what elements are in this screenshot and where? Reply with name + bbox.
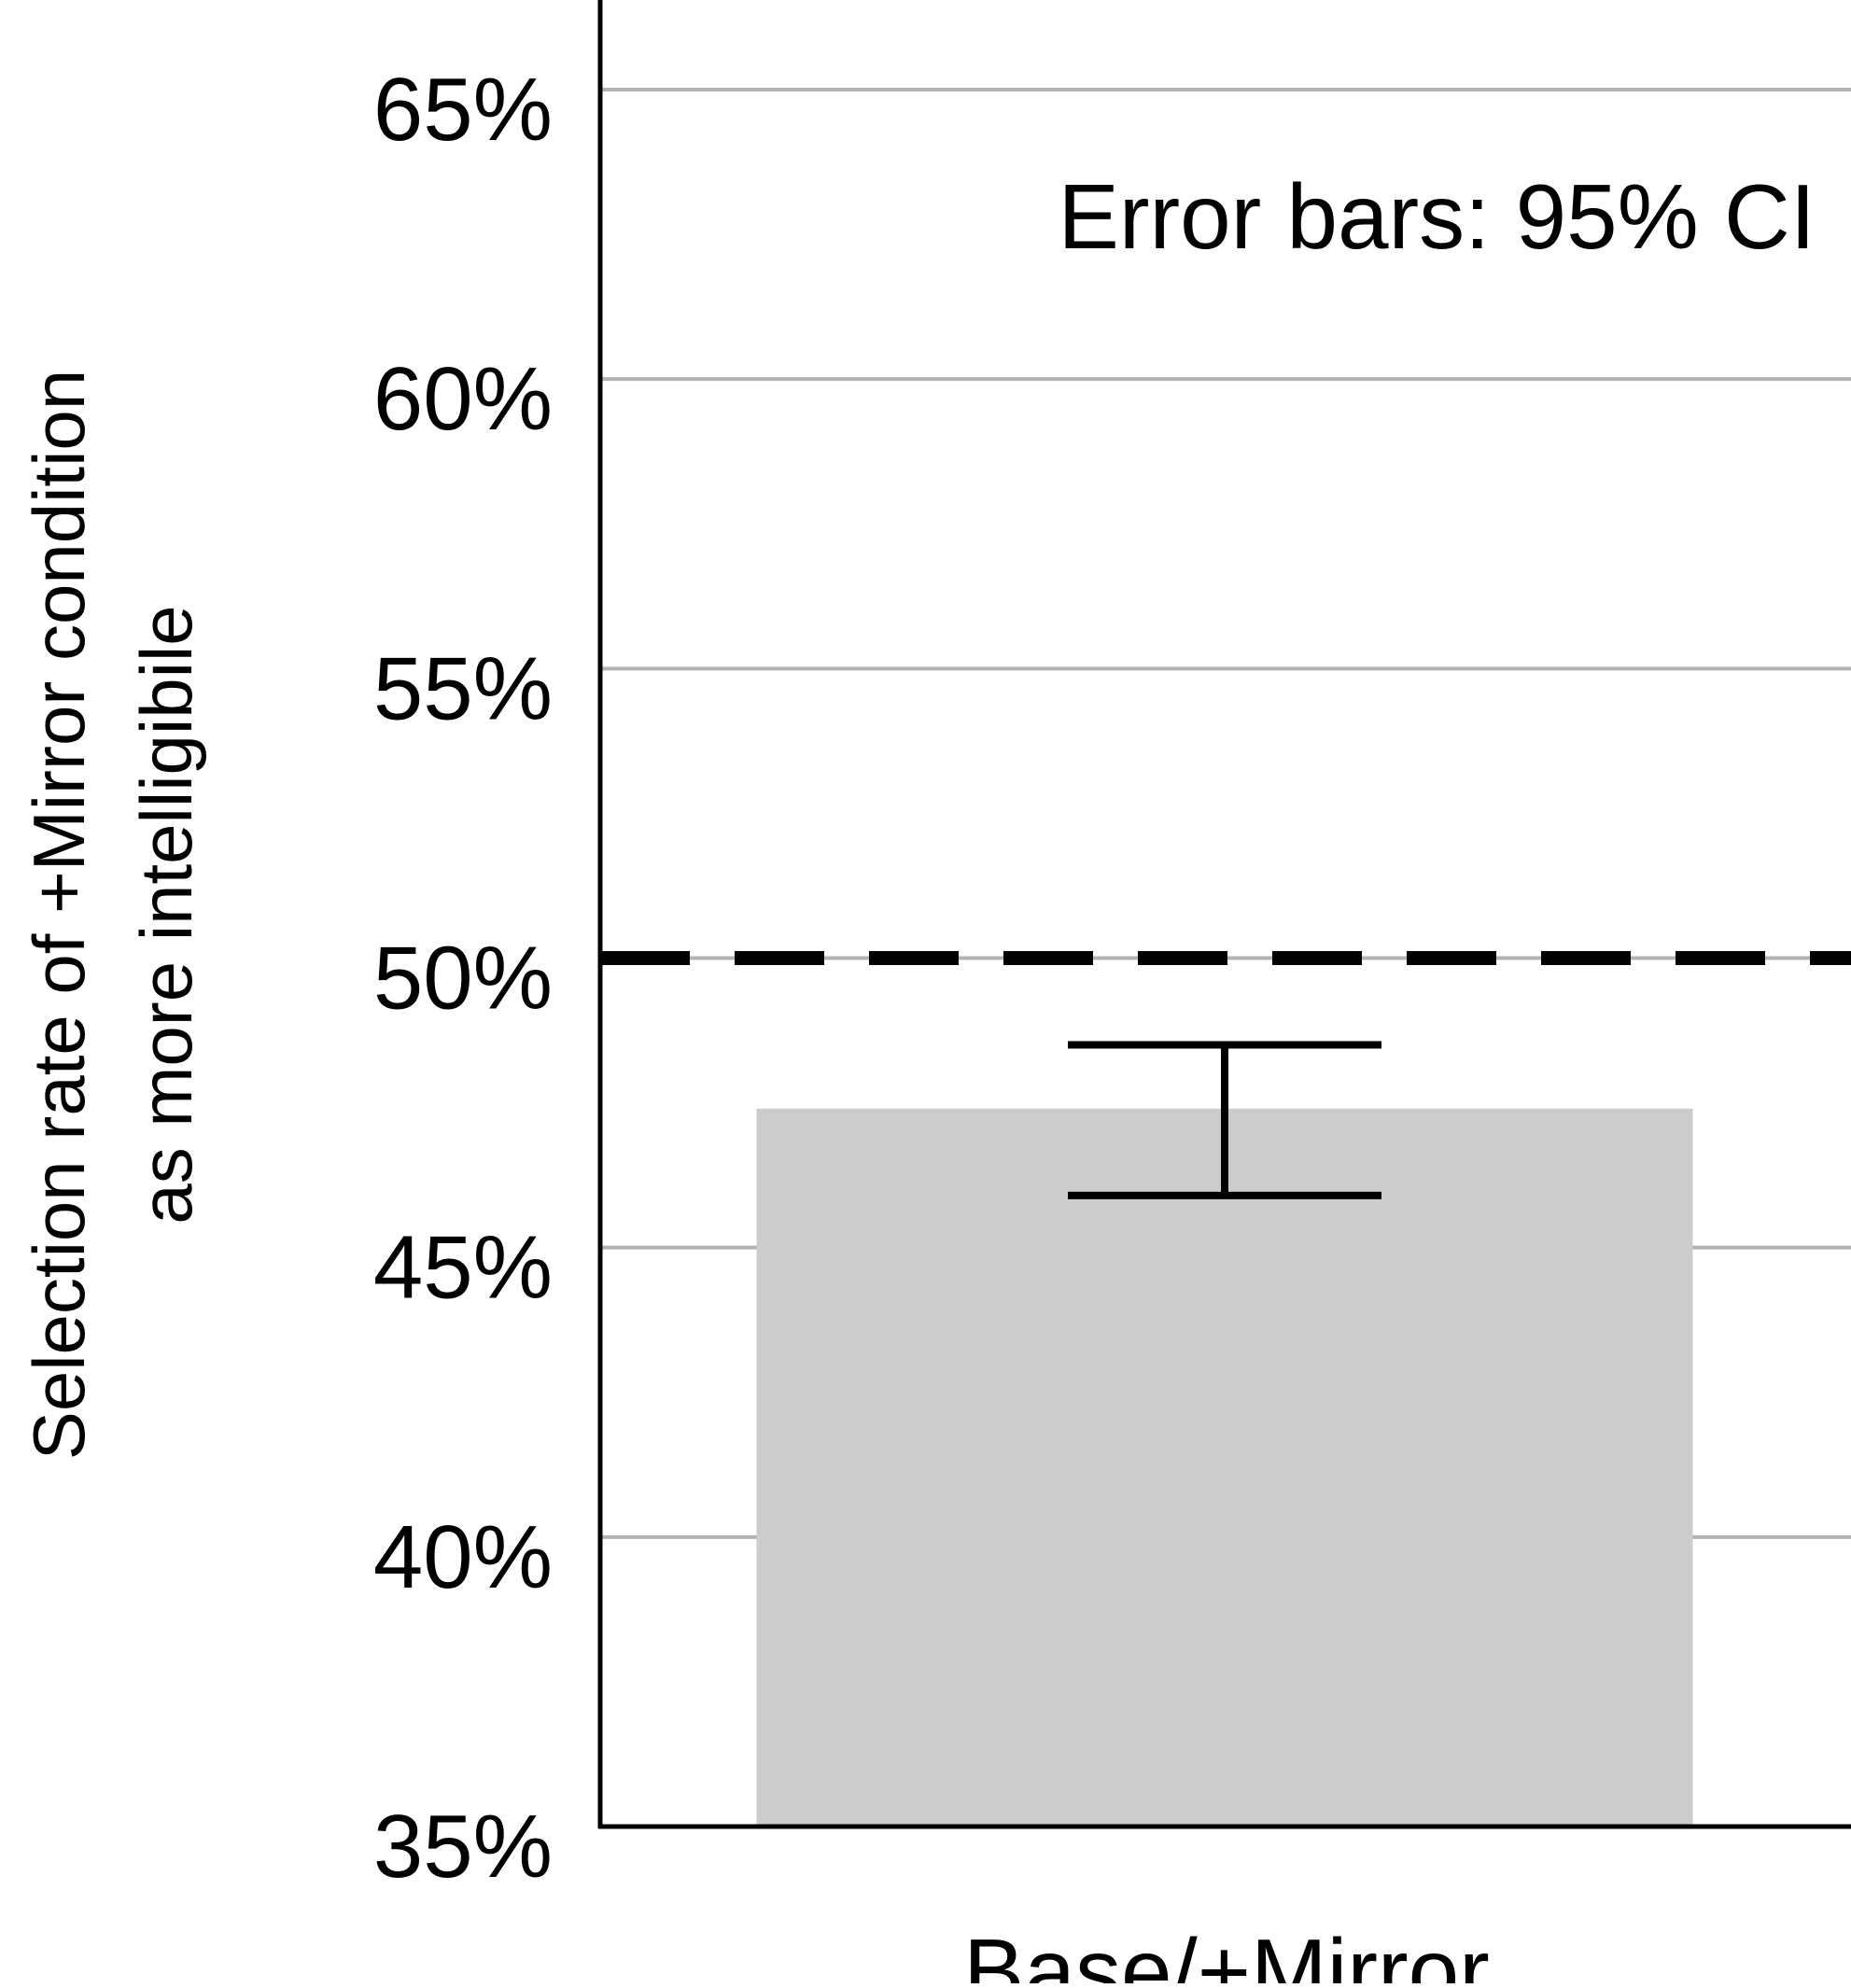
y-tick-label-2: 45% bbox=[373, 1218, 553, 1318]
error-bars bbox=[1068, 1041, 1381, 1199]
x-tick-label-0: Base/+Mirror bbox=[963, 1920, 1490, 1983]
y-tick-label-3: 50% bbox=[373, 929, 553, 1029]
y-tick-labels: 35% 40% 45% 50% 55% 60% 65% bbox=[373, 60, 553, 1897]
y-axis-title-line-2: as more intelligibile bbox=[125, 605, 207, 1224]
error-bar-0 bbox=[1068, 1041, 1381, 1199]
y-tick-label-0: 35% bbox=[373, 1797, 553, 1897]
error-bars-annotation: Error bars: 95% CI bbox=[1059, 165, 1816, 268]
y-tick-label-1: 40% bbox=[373, 1507, 553, 1607]
bars bbox=[756, 1108, 1693, 1827]
y-tick-label-4: 55% bbox=[373, 638, 553, 738]
bar-0 bbox=[756, 1108, 1693, 1827]
y-tick-label-6: 65% bbox=[373, 60, 553, 160]
x-tick-labels: Base/+Mirror bbox=[963, 1920, 1490, 1988]
y-tick-label-5: 60% bbox=[373, 349, 553, 449]
axes bbox=[597, 0, 1851, 1829]
y-axis-title-line-1: Selection rate of +Mirror condition bbox=[18, 370, 100, 1460]
